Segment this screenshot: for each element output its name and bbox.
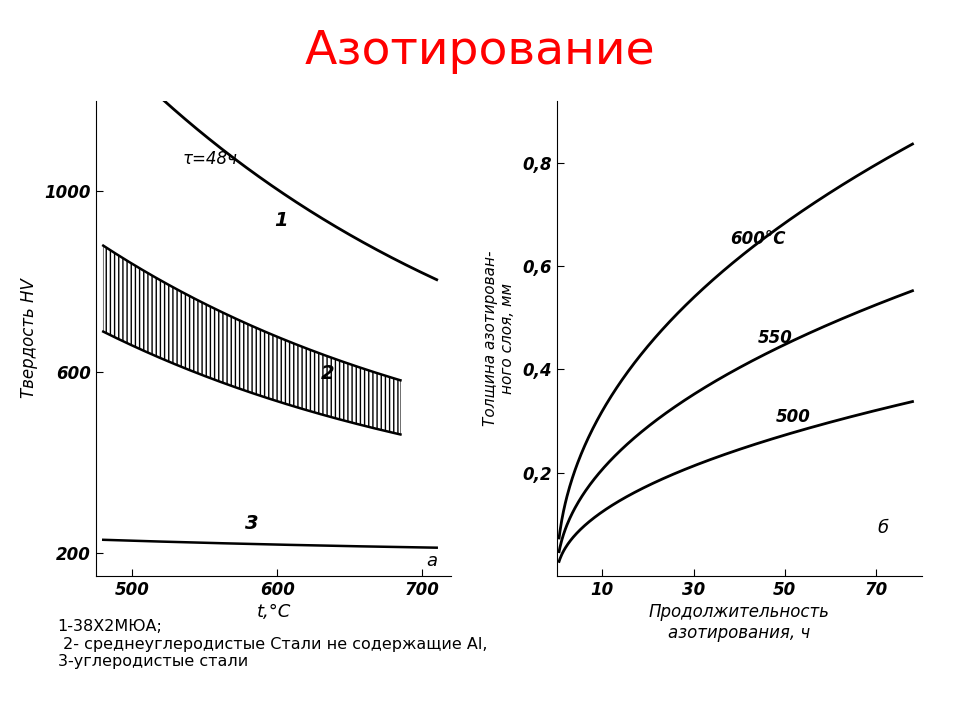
Text: б: б (877, 519, 889, 537)
Text: Азотирование: Азотирование (304, 29, 656, 74)
Text: τ=48ч: τ=48ч (183, 150, 238, 168)
Y-axis label: Толщина азотирован-
ного слоя, мм: Толщина азотирован- ного слоя, мм (483, 251, 516, 426)
Text: 1: 1 (275, 211, 288, 230)
Text: 3: 3 (246, 514, 259, 534)
Text: 550: 550 (757, 328, 792, 346)
X-axis label: Продолжительность
азотирования, ч: Продолжительность азотирования, ч (649, 603, 829, 642)
X-axis label: t,°C: t,°C (256, 603, 291, 621)
Text: а: а (426, 552, 438, 570)
Text: 500: 500 (776, 408, 810, 426)
Y-axis label: Твердость HV: Твердость HV (20, 279, 37, 398)
Text: 1-38Х2МЮА;
 2- среднеуглеродистые Стали не содержащие Al,
3-углеродистые стали: 1-38Х2МЮА; 2- среднеуглеродистые Стали н… (58, 619, 487, 669)
Text: 2: 2 (321, 364, 334, 382)
Text: 600°С: 600°С (730, 230, 785, 248)
